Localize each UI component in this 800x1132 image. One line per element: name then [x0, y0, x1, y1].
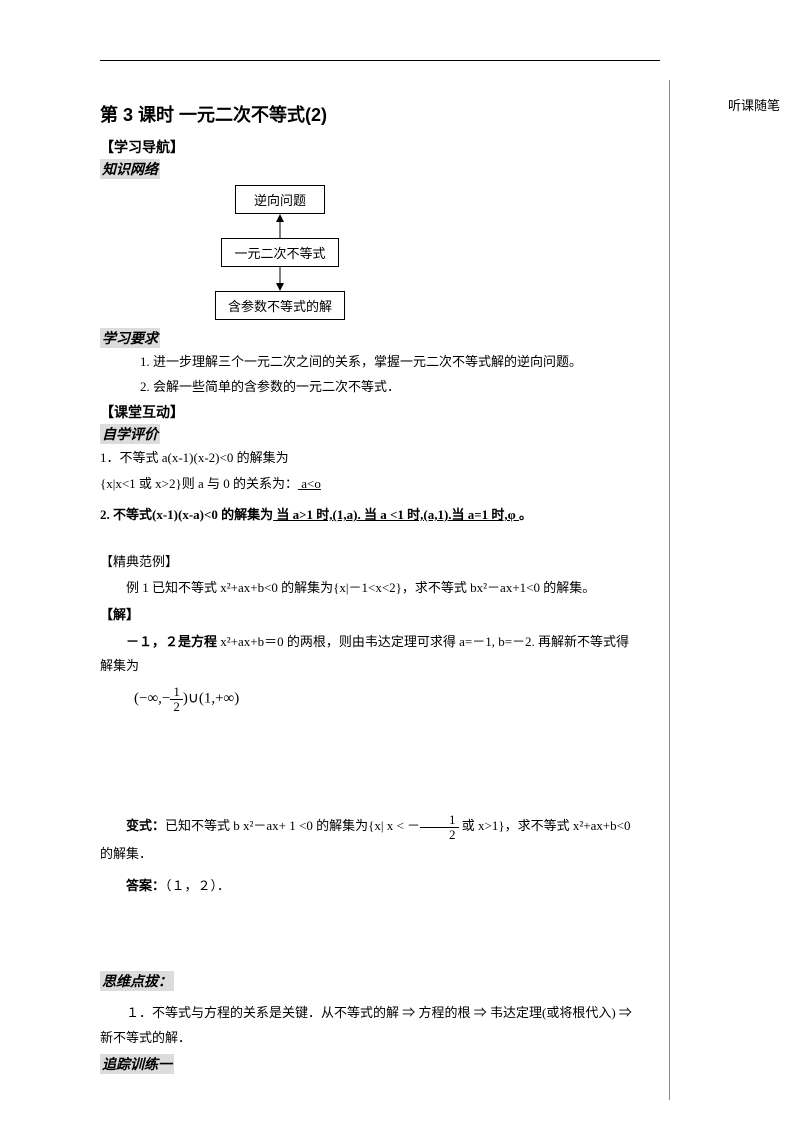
diagram-box-mid: 一元二次不等式	[221, 238, 338, 267]
label-interact: 【课堂互动】	[100, 402, 640, 422]
label-variant: 变式：	[126, 819, 165, 834]
q1-answer: a<o	[298, 476, 321, 491]
q1-prefix: {x|x<1 或 x>2}则 a 与 0 的关系为：	[100, 476, 298, 491]
req-2: 2. 会解一些简单的含参数的一元二次不等式．	[140, 377, 640, 398]
solution-text: －１，２是方程 x²+ax+b＝0 的两根，则由韦达定理可求得 a=－1, b=…	[100, 630, 640, 679]
label-req: 学习要求	[100, 328, 160, 348]
sidebar-note: 听课随笔	[728, 95, 780, 114]
formula-suf: )∪(1,+∞)	[183, 691, 239, 707]
answer-text: （１，２）．	[165, 878, 230, 893]
top-rule	[100, 60, 660, 61]
label-think: 思维点拔：	[100, 971, 174, 991]
diagram-box-bot: 含参数不等式的解	[215, 291, 345, 320]
label-network: 知识网络	[100, 159, 160, 179]
variant-pre: 已知不等式 b x²－ax+ 1 <0 的解集为{x| x < －	[165, 819, 420, 834]
sol-bold: －１，２是方程	[126, 634, 217, 649]
q2-prefix: 2. 不等式(x-1)(x-a)<0 的解集为	[100, 507, 273, 522]
frac-half-2: 12	[420, 813, 459, 841]
arrow-up-icon	[180, 214, 380, 238]
label-nav: 【学习导航】	[100, 137, 640, 157]
formula-pre: (−∞,−	[134, 691, 170, 707]
label-selfeval: 自学评价	[100, 424, 160, 444]
page-title: 第 3 课时 一元二次不等式(2)	[100, 101, 640, 127]
main-content: 第 3 课时 一元二次不等式(2) 【学习导航】 知识网络 逆向问题 一元二次不…	[100, 60, 640, 1074]
q1-line2: {x|x<1 或 x>2}则 a 与 0 的关系为： a<o	[100, 472, 640, 497]
arrow-down-icon	[180, 267, 380, 291]
q2-line: 2. 不等式(x-1)(x-a)<0 的解集为 当 a>1 时,(1,a). 当…	[100, 503, 640, 528]
frac-half-1: 12	[170, 685, 183, 713]
solution-formula: (−∞,−12)∪(1,+∞)	[134, 685, 640, 713]
q2-suffix: 。	[519, 507, 532, 522]
vertical-divider	[669, 80, 670, 1100]
diagram-box-top: 逆向问题	[235, 185, 325, 214]
answer-line: 答案：（１，２）．	[100, 874, 640, 899]
label-follow: 追踪训练一	[100, 1054, 174, 1074]
think-text: １．不等式与方程的关系是关键．从不等式的解 ⇒ 方程的根 ⇒ 韦达定理(或将根代…	[100, 1001, 640, 1050]
knowledge-diagram: 逆向问题 一元二次不等式 含参数不等式的解	[180, 185, 640, 320]
example-1: 例 1 已知不等式 x²+ax+b<0 的解集为{x|－1<x<2}，求不等式 …	[100, 576, 640, 601]
label-examples: 【精典范例】	[100, 550, 640, 575]
q2-answer: 当 a>1 时,(1,a). 当 a <1 时,(a,1).当 a=1 时,φ	[273, 507, 519, 522]
label-solve: 【解】	[100, 603, 640, 628]
q1-line1: 1．不等式 a(x-1)(x-2)<0 的解集为	[100, 446, 640, 471]
variant-line: 变式：已知不等式 b x²－ax+ 1 <0 的解集为{x| x < －12 或…	[100, 813, 640, 866]
req-1: 1. 进一步理解三个一元二次之间的关系，掌握一元二次不等式解的逆向问题。	[140, 352, 640, 373]
label-answer: 答案：	[126, 878, 165, 893]
